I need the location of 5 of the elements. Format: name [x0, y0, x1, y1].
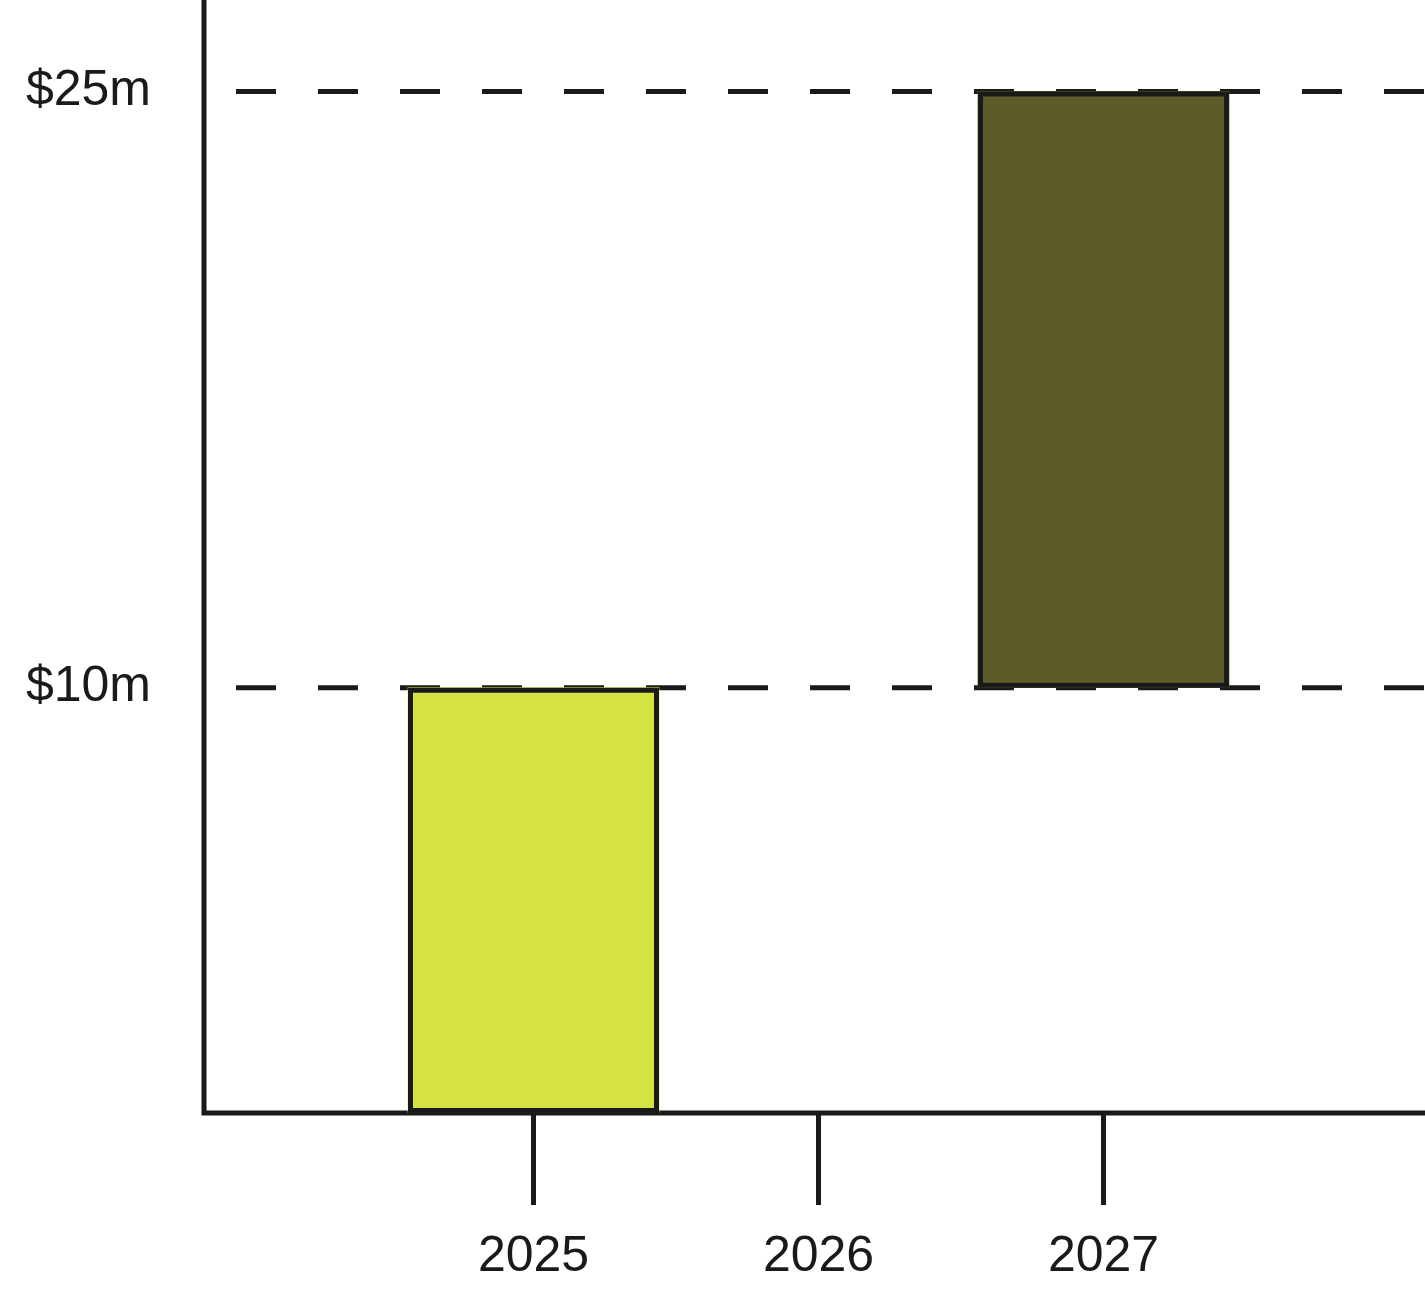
x-tick-label: 2027 — [1047, 1225, 1160, 1282]
x-tick-label: 2026 — [762, 1225, 875, 1282]
x-tick-label: 2025 — [477, 1225, 590, 1282]
y-tick-label: $10m — [25, 656, 151, 713]
y-tick-label: $25m — [25, 60, 151, 117]
